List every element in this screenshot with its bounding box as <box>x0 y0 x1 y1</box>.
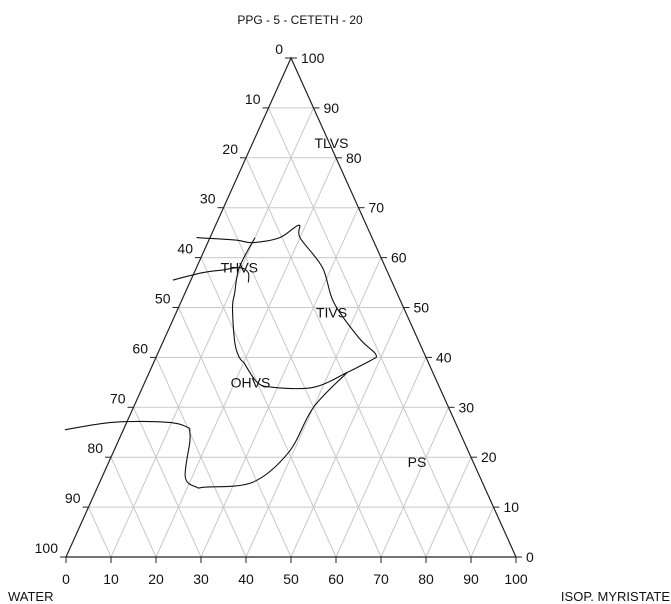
tick-label-left: 80 <box>87 440 103 456</box>
tick-label-bottom: 70 <box>373 571 389 587</box>
phase-boundary-1 <box>172 267 250 283</box>
tick-label-right: 70 <box>369 200 385 216</box>
tick-label-bottom: 100 <box>504 571 528 587</box>
phase-boundary-4 <box>64 372 348 489</box>
grid-line-oil-70 <box>380 407 449 558</box>
tick-label-left: 40 <box>177 241 193 257</box>
tick-label-bottom: 20 <box>148 571 164 587</box>
tick-label-right: 100 <box>301 50 325 66</box>
tick-label-right: 40 <box>436 349 452 365</box>
tick-label-right: 80 <box>346 150 362 166</box>
right-component-label: ISOP. MYRISTATE <box>561 589 670 604</box>
phase-boundary-3 <box>243 356 377 390</box>
region-label-ps: PS <box>408 454 427 470</box>
tick-label-right: 10 <box>504 499 520 515</box>
tick-label-left: 0 <box>275 41 283 57</box>
grid-line-water-30 <box>223 207 382 558</box>
tick-label-left: 90 <box>65 490 81 506</box>
grid-line-oil-50 <box>290 307 404 558</box>
grid-line-water-80 <box>110 456 157 558</box>
tick-label-left: 60 <box>132 340 148 356</box>
tick-label-right: 30 <box>459 399 475 415</box>
grid-line-oil-90 <box>470 506 494 558</box>
tick-label-right: 60 <box>391 250 407 266</box>
tick-label-right: 0 <box>526 549 534 565</box>
tick-labels: 0100010901020802030703040604050505060406… <box>35 41 534 587</box>
grid-line-oil-80 <box>425 456 472 558</box>
tick-label-bottom: 80 <box>418 571 434 587</box>
left-component-label: WATER <box>8 589 54 604</box>
tick-label-bottom: 10 <box>103 571 119 587</box>
region-label-tivs: TIVS <box>316 304 347 320</box>
grid-line-water-70 <box>133 407 202 558</box>
tick-label-left: 70 <box>110 390 126 406</box>
tick-label-left: 30 <box>200 191 216 207</box>
tick-label-left: 100 <box>35 540 59 556</box>
grid-line-water-10 <box>268 107 472 558</box>
region-labels: TLVS THVS TIVS OHVS PS <box>221 135 427 470</box>
region-label-thvs: THVS <box>221 260 258 276</box>
tick-label-right: 20 <box>481 449 497 465</box>
tick-label-bottom: 90 <box>463 571 479 587</box>
grid-line-oil-60 <box>335 357 427 558</box>
tick-label-bottom: 50 <box>283 571 299 587</box>
tick-label-bottom: 30 <box>193 571 209 587</box>
phase-boundary-0 <box>196 224 378 358</box>
grid-line-oil-10 <box>110 107 314 558</box>
grid-line-water-90 <box>88 506 112 558</box>
tick-label-right: 90 <box>324 100 340 116</box>
region-label-ohvs: OHVS <box>231 374 271 390</box>
phase-boundary-2 <box>231 237 256 363</box>
tick-label-left: 20 <box>222 141 238 157</box>
grid-line-water-50 <box>178 307 292 558</box>
region-label-tlvs: TLVS <box>315 135 349 151</box>
tick-label-left: 10 <box>245 91 261 107</box>
tick-label-left: 50 <box>155 291 171 307</box>
grid-line-oil-30 <box>200 207 359 558</box>
tick-label-right: 50 <box>414 300 430 316</box>
grid-line-water-60 <box>155 357 247 558</box>
grid-lines <box>88 107 494 558</box>
tick-label-bottom: 60 <box>328 571 344 587</box>
phase-boundaries <box>64 224 378 489</box>
tick-label-bottom: 40 <box>238 571 254 587</box>
tick-label-bottom: 0 <box>62 571 70 587</box>
top-component-label: PPG - 5 - CETETH - 20 <box>237 13 363 27</box>
